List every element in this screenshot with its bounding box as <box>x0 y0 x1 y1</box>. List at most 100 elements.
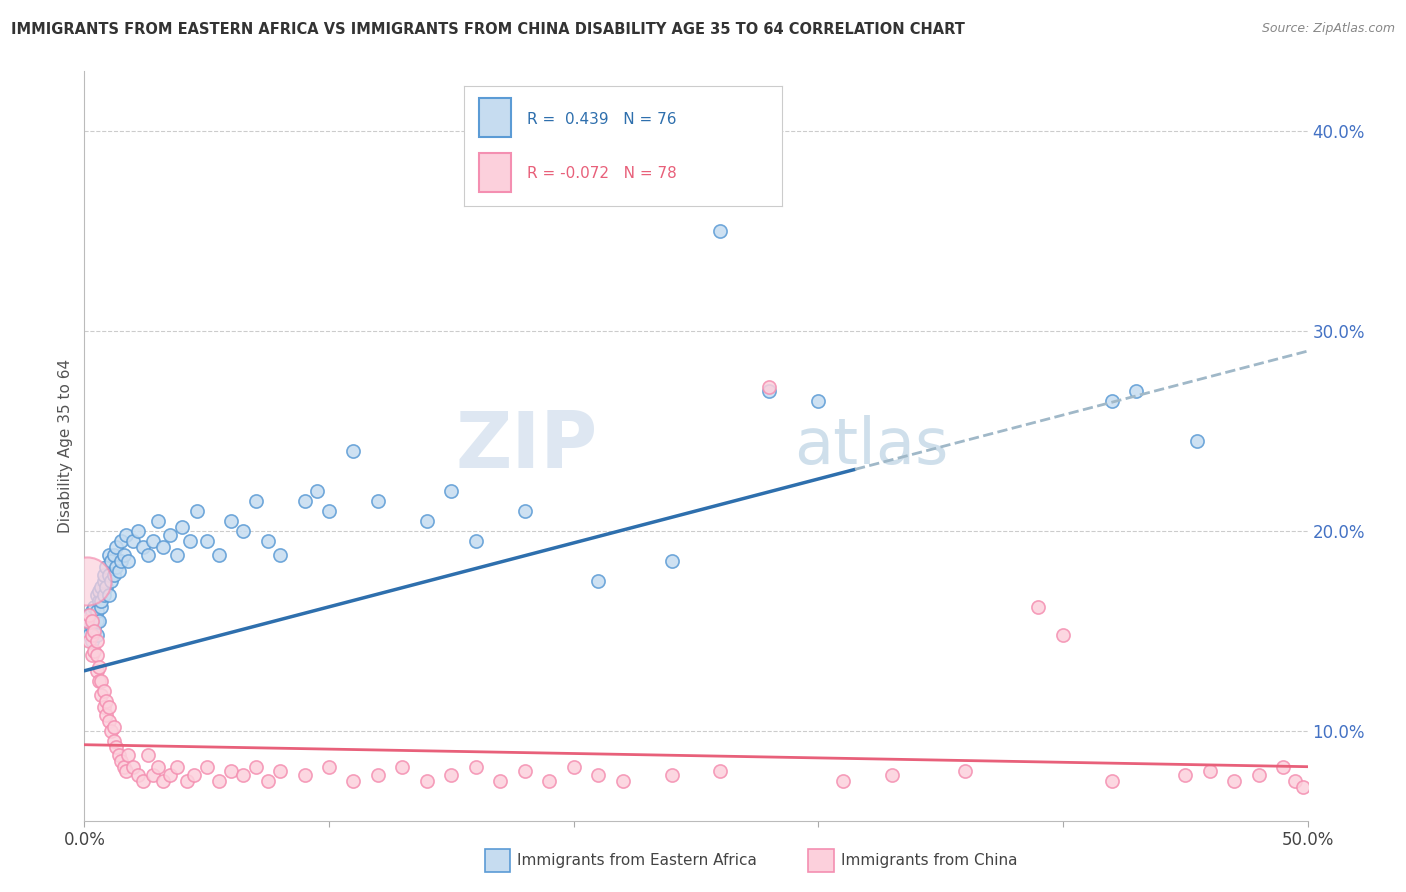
Point <box>152 540 174 554</box>
Point <box>103 567 125 582</box>
Point <box>195 533 218 548</box>
Point <box>807 394 830 409</box>
Point <box>1284 773 1306 788</box>
Point <box>86 588 108 602</box>
Point <box>562 760 585 774</box>
Point <box>90 594 112 608</box>
Point <box>83 644 105 658</box>
Point <box>76 574 98 588</box>
Y-axis label: Disability Age 35 to 64: Disability Age 35 to 64 <box>58 359 73 533</box>
Point <box>97 588 120 602</box>
Point <box>96 694 118 708</box>
Point <box>294 767 316 781</box>
Point <box>77 607 100 622</box>
Point <box>586 574 609 588</box>
Point <box>97 714 120 728</box>
Point <box>117 747 139 762</box>
Point <box>152 773 174 788</box>
Point <box>105 540 128 554</box>
Point <box>86 648 108 662</box>
Point <box>103 720 125 734</box>
Point <box>538 773 561 788</box>
Point <box>661 554 683 568</box>
Point <box>305 483 328 498</box>
Point <box>342 444 364 458</box>
Point <box>110 533 132 548</box>
Point <box>132 773 155 788</box>
Point <box>245 760 267 774</box>
Point <box>709 224 731 238</box>
Point <box>318 760 340 774</box>
Point <box>86 604 108 618</box>
Point <box>195 760 218 774</box>
Point <box>1292 780 1315 794</box>
Point <box>105 739 128 754</box>
Point <box>391 760 413 774</box>
Point <box>1101 394 1123 409</box>
Point <box>586 767 609 781</box>
Point <box>115 528 138 542</box>
Point <box>416 773 439 788</box>
Point <box>269 764 291 778</box>
Point <box>159 767 181 781</box>
Point <box>179 533 201 548</box>
Text: Source: ZipAtlas.com: Source: ZipAtlas.com <box>1261 22 1395 36</box>
Point <box>440 767 463 781</box>
Point <box>100 554 122 568</box>
Text: Immigrants from Eastern Africa: Immigrants from Eastern Africa <box>517 854 758 868</box>
Point <box>97 699 120 714</box>
Point <box>83 628 105 642</box>
Text: ZIP: ZIP <box>456 408 598 484</box>
Point <box>100 574 122 588</box>
Point <box>661 767 683 781</box>
Point <box>112 760 135 774</box>
Point <box>342 773 364 788</box>
Point <box>172 520 194 534</box>
Point <box>1028 599 1050 614</box>
Point <box>87 673 110 688</box>
Point <box>146 760 169 774</box>
Point <box>1247 767 1270 781</box>
Point <box>93 574 115 588</box>
Point <box>219 514 242 528</box>
Point <box>107 747 129 762</box>
Point <box>100 723 122 738</box>
Point <box>96 560 118 574</box>
Point <box>136 548 159 562</box>
Point <box>103 548 125 562</box>
Point <box>709 764 731 778</box>
Text: atlas: atlas <box>794 415 948 477</box>
Point <box>86 664 108 678</box>
Point <box>186 504 208 518</box>
Point <box>416 514 439 528</box>
Point <box>219 764 242 778</box>
Point <box>115 764 138 778</box>
Point <box>758 380 780 394</box>
Point <box>318 504 340 518</box>
Point <box>97 548 120 562</box>
Point <box>513 504 536 518</box>
Point <box>103 733 125 747</box>
Point <box>953 764 976 778</box>
Point <box>96 580 118 594</box>
Point <box>146 514 169 528</box>
Point <box>1187 434 1209 448</box>
Point <box>110 554 132 568</box>
Point <box>136 747 159 762</box>
Point <box>176 773 198 788</box>
Point <box>122 760 145 774</box>
Point <box>208 773 231 788</box>
Point <box>117 554 139 568</box>
Point <box>105 560 128 574</box>
Point <box>440 483 463 498</box>
Point <box>77 628 100 642</box>
Point <box>93 567 115 582</box>
Point <box>87 660 110 674</box>
Point <box>80 620 103 634</box>
Point <box>80 648 103 662</box>
Point <box>294 494 316 508</box>
Point <box>1223 773 1246 788</box>
Point <box>513 764 536 778</box>
Point <box>80 614 103 628</box>
Point <box>80 614 103 628</box>
